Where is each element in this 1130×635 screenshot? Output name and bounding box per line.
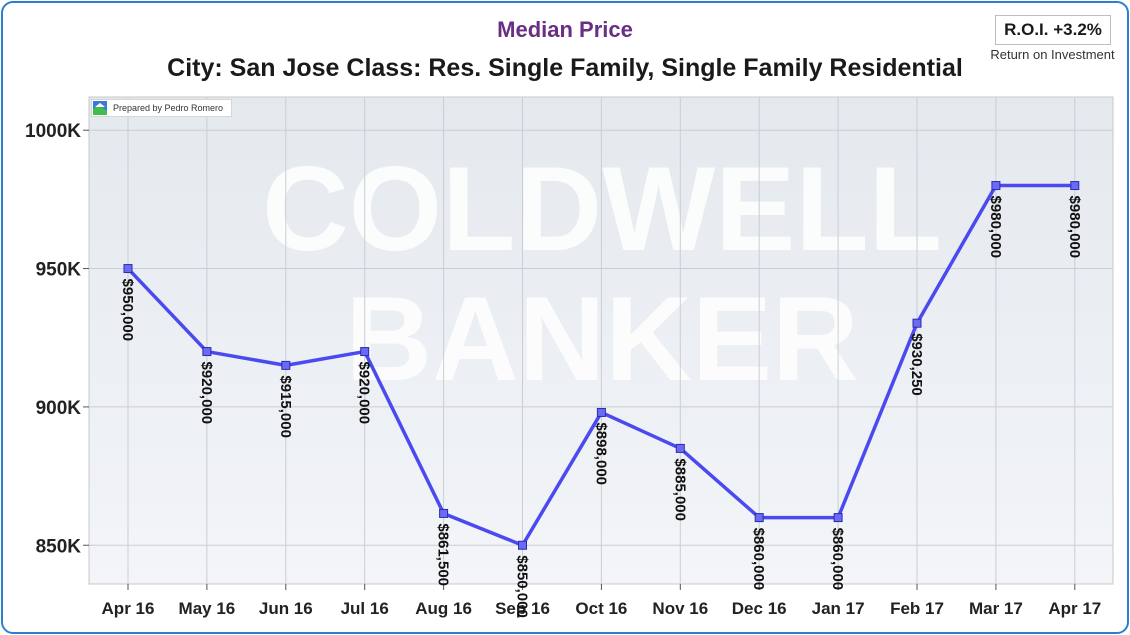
y-tick-label: 850K xyxy=(36,536,82,557)
data-point xyxy=(833,513,843,523)
x-tick-label: Nov 16 xyxy=(652,599,708,618)
x-axis: Apr 16 May 16 Jun 16 Jul 16 Aug 16 Sep 16 Oct … xyxy=(102,584,1101,618)
prepared-by-text: Prepared by Pedro Romero xyxy=(113,103,224,113)
data-label: $860,000 xyxy=(829,528,846,591)
grid-lines xyxy=(89,97,1113,584)
data-point xyxy=(596,407,606,417)
x-tick-label: Jul 16 xyxy=(341,599,389,618)
x-tick-label: Jun 16 xyxy=(259,599,313,618)
data-point xyxy=(991,181,1001,191)
x-tick-label: Sep 16 xyxy=(495,599,550,618)
y-tick-label: 900K xyxy=(36,398,82,419)
data-label: $885,000 xyxy=(671,458,688,521)
data-point xyxy=(360,347,370,357)
svg-text:COLDWELL: COLDWELL xyxy=(262,142,942,276)
data-point xyxy=(123,264,133,274)
data-label: $898,000 xyxy=(592,422,609,485)
x-tick-label: Oct 16 xyxy=(575,599,627,618)
y-tick-label: 950K xyxy=(36,260,82,281)
x-tick-label: Mar 17 xyxy=(969,599,1023,618)
x-tick-label: Jan 17 xyxy=(812,599,865,618)
data-point xyxy=(202,347,212,357)
data-label: $915,000 xyxy=(277,375,294,438)
data-label: $980,000 xyxy=(987,196,1004,259)
chart-subtitle: City: San Jose Class: Res. Single Family… xyxy=(167,54,963,82)
data-label: $850,000 xyxy=(514,555,531,618)
watermark: COLDWELL BANKER xyxy=(262,142,942,406)
data-markers xyxy=(123,181,1080,550)
data-label: $980,000 xyxy=(1066,196,1083,259)
svg-text:BANKER: BANKER xyxy=(345,272,858,406)
data-label: $950,000 xyxy=(119,279,136,342)
house-logo-icon xyxy=(93,101,107,115)
y-axis: 850K 900K 950K 1000K xyxy=(25,121,89,557)
data-point xyxy=(281,360,291,370)
roi-caption: Return on Investment xyxy=(990,47,1115,62)
data-point xyxy=(675,443,685,453)
data-point xyxy=(439,508,449,518)
data-point xyxy=(912,318,922,328)
data-label: $920,000 xyxy=(356,362,373,425)
data-labels: $950,000 $920,000 $915,000 $920,000 $861,500… xyxy=(119,196,1083,618)
data-label: $860,000 xyxy=(750,528,767,591)
roi-badge: R.O.I. +3.2% xyxy=(995,15,1111,45)
chart-title: Median Price xyxy=(497,17,633,42)
data-point xyxy=(754,513,764,523)
data-label: $930,250 xyxy=(908,333,925,396)
x-tick-label: Dec 16 xyxy=(732,599,787,618)
data-label: $861,500 xyxy=(435,523,452,586)
y-tick-label: 1000K xyxy=(25,121,81,142)
data-point xyxy=(518,540,527,550)
x-tick-label: Apr 17 xyxy=(1048,599,1101,618)
x-tick-label: Feb 17 xyxy=(890,599,944,618)
x-tick-label: Aug 16 xyxy=(415,599,472,618)
x-tick-label: May 16 xyxy=(179,599,236,618)
data-label: $920,000 xyxy=(198,362,215,425)
data-point xyxy=(1070,181,1080,191)
prepared-by-tag: Prepared by Pedro Romero xyxy=(91,99,233,117)
x-tick-label: Apr 16 xyxy=(102,599,155,618)
